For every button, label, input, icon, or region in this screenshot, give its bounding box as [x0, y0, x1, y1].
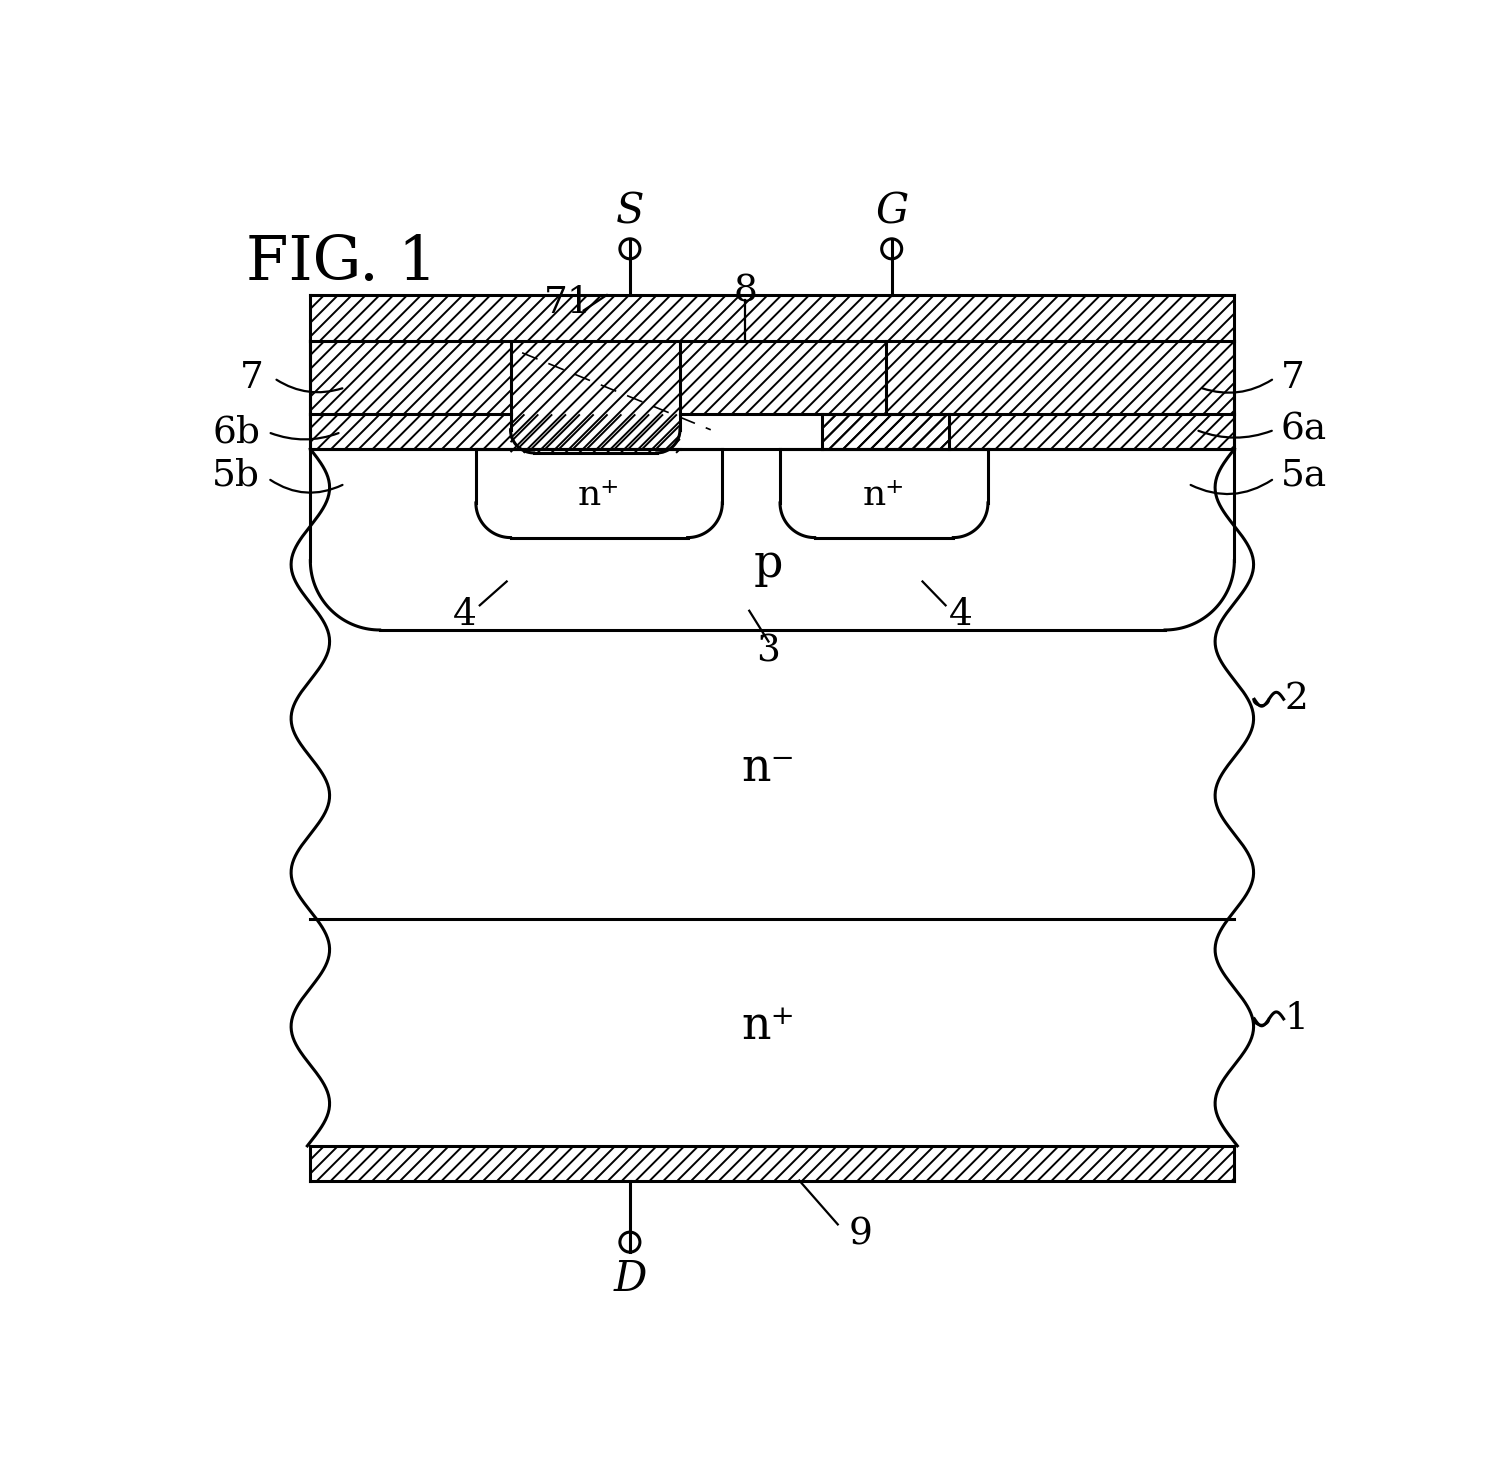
Text: G: G — [875, 190, 908, 233]
Text: 7: 7 — [240, 360, 264, 397]
Text: 9: 9 — [849, 1217, 873, 1252]
Text: D: D — [613, 1258, 647, 1300]
Text: 2: 2 — [1284, 681, 1308, 717]
Text: 1: 1 — [1284, 1001, 1308, 1037]
Text: 5b: 5b — [213, 458, 261, 493]
Text: n⁺: n⁺ — [578, 479, 620, 512]
Text: 4: 4 — [950, 597, 972, 632]
Text: 71: 71 — [544, 284, 592, 321]
Text: n⁻: n⁻ — [742, 747, 795, 791]
Text: S: S — [616, 190, 644, 233]
Text: 3: 3 — [756, 634, 780, 669]
Text: 6b: 6b — [213, 414, 261, 449]
Text: n⁺: n⁺ — [863, 479, 905, 512]
Text: 8: 8 — [734, 274, 758, 309]
Text: p: p — [753, 542, 783, 587]
Text: n⁺: n⁺ — [742, 1004, 795, 1050]
Text: 6a: 6a — [1281, 411, 1327, 448]
Text: 5a: 5a — [1281, 458, 1327, 493]
Text: 7: 7 — [1281, 360, 1305, 397]
Text: FIG. 1: FIG. 1 — [247, 233, 437, 293]
Text: 4: 4 — [452, 597, 476, 632]
